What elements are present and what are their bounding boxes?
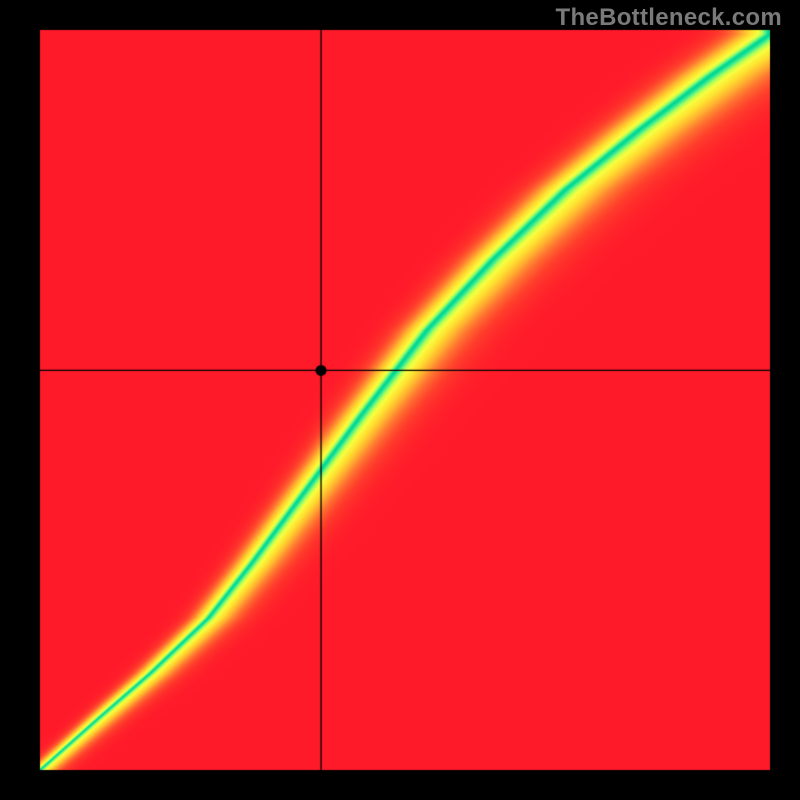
bottleneck-heatmap-canvas [0,0,800,800]
watermark-text: TheBottleneck.com [556,4,782,32]
chart-container: TheBottleneck.com [0,0,800,800]
